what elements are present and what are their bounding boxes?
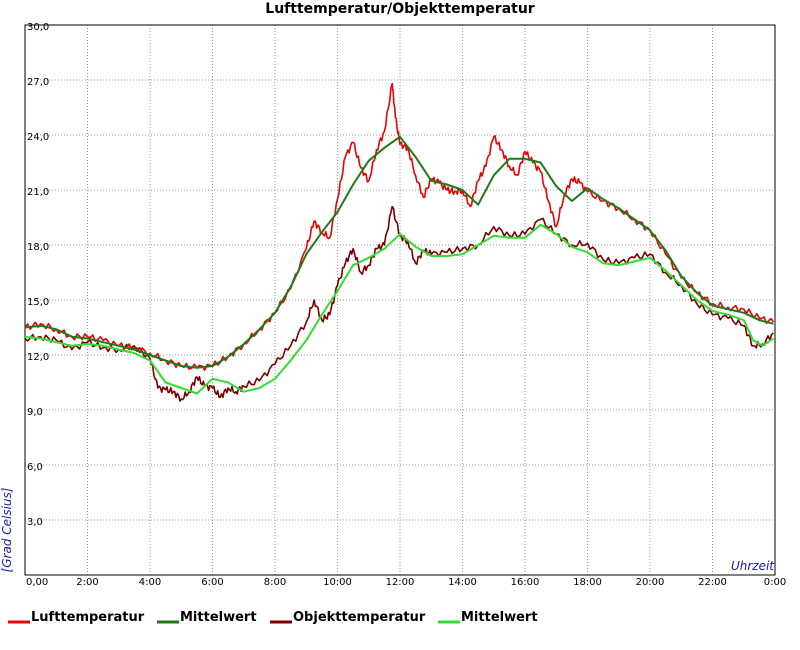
tick-labels: 3,0 6,0 9,0 12,0 15,0 18,0 21,0 24,0 27,0 30,0 0,0… <box>26 22 786 588</box>
y-tick-label: 6,0 <box>27 462 43 473</box>
series-lines <box>24 82 775 402</box>
y-tick-label: 15,0 <box>27 297 49 308</box>
legend-label: Mittelwert <box>461 610 538 625</box>
y-tick-label: 27,0 <box>27 77 49 88</box>
x-tick-label: 16:00 <box>511 577 540 588</box>
y-tick-label: 12,0 <box>27 352 49 363</box>
x-tick-label: 0:00 <box>764 577 786 588</box>
x-tick-label: 4:00 <box>139 577 161 588</box>
x-tick-label: 6:00 <box>201 577 223 588</box>
x-tick-label: 20:00 <box>636 577 665 588</box>
x-tick-label: 14:00 <box>448 577 477 588</box>
legend-item: Lufttemperatur <box>8 610 145 625</box>
y-tick-label: 9,0 <box>27 407 43 418</box>
chart-title: Lufttemperatur/Objekttemperatur <box>265 1 535 17</box>
x-tick-label: 0,00 <box>26 577 48 588</box>
legend: Lufttemperatur Mittelwert Objekttemperatur… <box>8 610 538 625</box>
legend-label: Objekttemperatur <box>293 610 426 625</box>
y-tick-label: 30,0 <box>27 22 49 33</box>
y-tick-label: 24,0 <box>27 132 49 143</box>
x-tick-label: 8:00 <box>264 577 286 588</box>
x-tick-label: 10:00 <box>323 577 352 588</box>
x-axis-label: Uhrzeit <box>731 559 775 573</box>
legend-label: Lufttemperatur <box>31 610 145 625</box>
series-line-2 <box>24 135 774 369</box>
grid-lines <box>25 25 775 575</box>
series-line-4 <box>24 223 774 395</box>
x-tick-label: 22:00 <box>698 577 727 588</box>
y-axis-label: [Grad Celsius] <box>0 487 14 572</box>
legend-label: Mittelwert <box>180 610 257 625</box>
series-line-1 <box>24 82 775 371</box>
legend-item: Mittelwert <box>438 610 538 625</box>
legend-item: Mittelwert <box>157 610 257 625</box>
x-tick-label: 12:00 <box>386 577 415 588</box>
legend-item: Objekttemperatur <box>270 610 426 625</box>
x-tick-label: 2:00 <box>76 577 98 588</box>
y-tick-label: 18,0 <box>27 242 49 253</box>
x-tick-label: 18:00 <box>573 577 602 588</box>
y-tick-label: 21,0 <box>27 187 49 198</box>
y-tick-label: 3,0 <box>27 517 43 528</box>
plot-area-frame <box>24 24 776 576</box>
